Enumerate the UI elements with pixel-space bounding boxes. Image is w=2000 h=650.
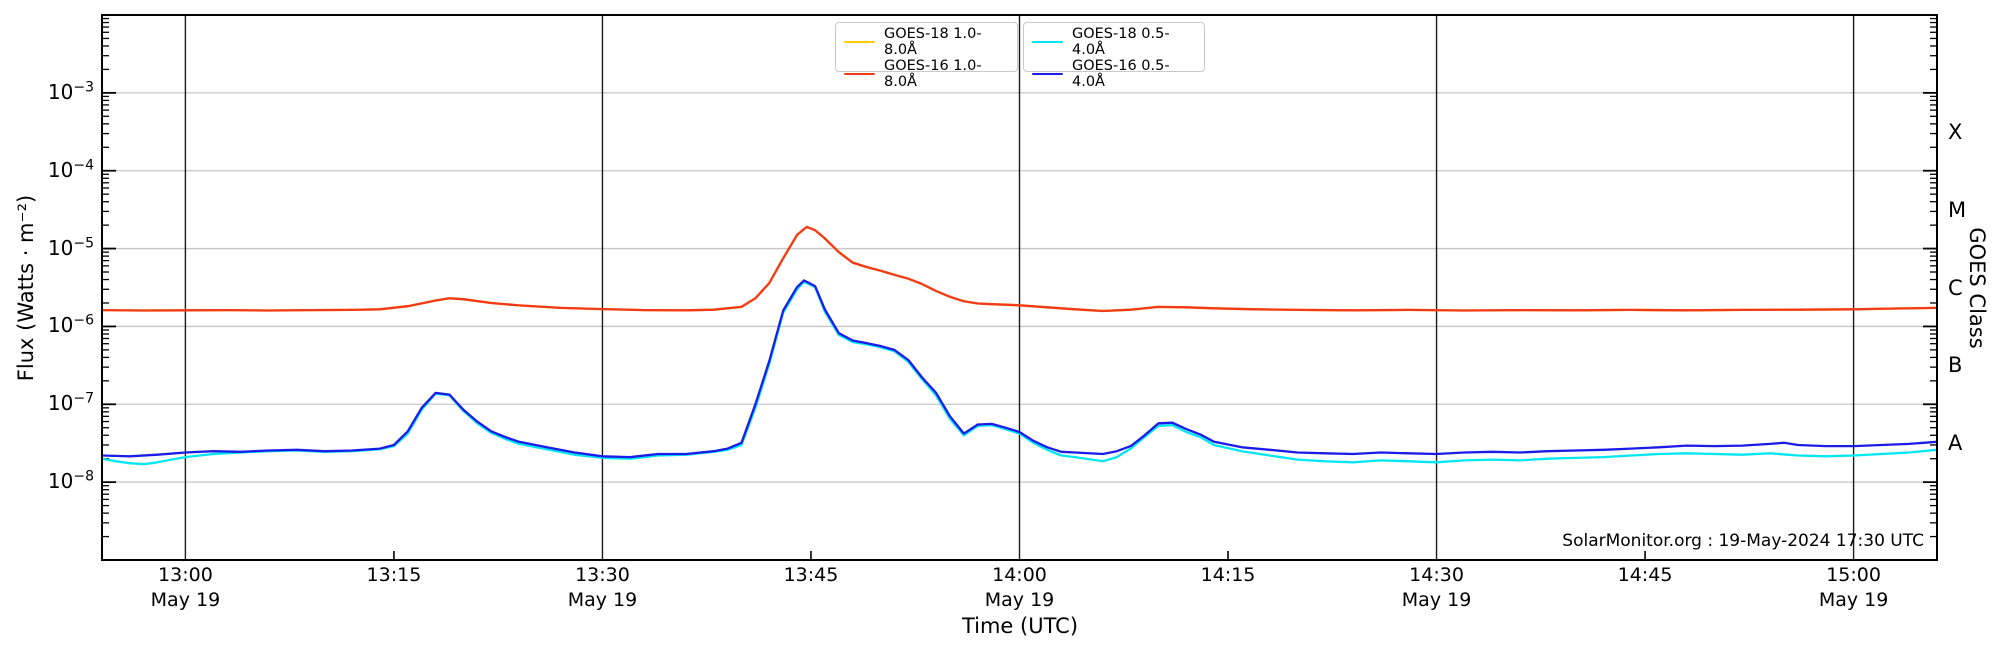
x-tick-label: 14:00 <box>992 564 1047 586</box>
x-axis-title: Time (UTC) <box>961 614 1079 638</box>
y-tick-label: 10−4 <box>47 157 94 182</box>
x-tick-date-label: May 19 <box>984 589 1055 611</box>
goes-class-a: A <box>1948 431 1963 456</box>
legend-line-swatch <box>1032 40 1063 44</box>
legend-entry: GOES-16 1.0-8.0Å <box>844 58 1009 90</box>
x-tick-date-label: May 19 <box>1401 589 1472 611</box>
legend-label: GOES-16 0.5-4.0Å <box>1072 58 1170 90</box>
goes-class-m: M <box>1948 197 1967 222</box>
axes-spines <box>101 14 1938 561</box>
y-tick-label: 10−7 <box>47 390 94 416</box>
x-tick-label: 14:30 <box>1409 564 1464 586</box>
y-tick-label: 10−8 <box>47 468 94 494</box>
series-goes-16-1-0-8-0- <box>100 225 1939 313</box>
goes-class-c: C <box>1948 275 1963 300</box>
legend-long-channel: GOES-18 1.0-8.0Å GOES-16 1.0-8.0Å <box>835 22 1018 90</box>
credit-text: SolarMonitor.org : 19-May-2024 17:30 UTC <box>1562 531 1924 551</box>
legend-label: GOES-16 1.0-8.0Å <box>884 58 982 90</box>
x-tick-label: 13:30 <box>575 564 630 586</box>
legend-short-channel: GOES-18 0.5-4.0Å GOES-16 0.5-4.0Å <box>1023 22 1205 90</box>
y-tick-label: 10−3 <box>47 79 94 104</box>
right-axis-title: GOES Class <box>1965 227 1989 349</box>
x-tick-date-label: May 19 <box>150 589 221 611</box>
x-tick-label: 13:00 <box>158 564 213 586</box>
legend-label: GOES-18 1.0-8.0Å <box>884 26 982 58</box>
x-tick-label: 14:45 <box>1617 564 1673 586</box>
legend-entry: GOES-16 0.5-4.0Å <box>1032 58 1196 90</box>
legend-label: GOES-18 0.5-4.0Å <box>1072 26 1170 58</box>
legend-entry: GOES-18 0.5-4.0Å <box>1032 26 1196 58</box>
legend-line-swatch <box>844 40 875 44</box>
legend-line-swatch <box>844 72 875 76</box>
x-tick-date-label: May 19 <box>567 589 638 611</box>
goes-class-b: B <box>1948 353 1963 378</box>
x-tick-label: 15:00 <box>1826 564 1881 586</box>
x-tick-label: 13:45 <box>783 564 839 586</box>
x-tick-date-label: May 19 <box>1818 589 1889 611</box>
y-tick-label: 10−5 <box>47 235 94 260</box>
goes-class-x: X <box>1948 119 1963 144</box>
legend-line-swatch <box>1032 72 1063 76</box>
x-tick-label: 13:15 <box>366 564 422 586</box>
legend-entry: GOES-18 1.0-8.0Å <box>844 26 1009 58</box>
x-tick-label: 14:15 <box>1200 564 1256 586</box>
y-tick-label: 10−6 <box>47 312 94 338</box>
series-goes-16-0-5-4-0- <box>100 279 1939 459</box>
y-axis-title: Flux (Watts · m⁻²) <box>14 194 38 382</box>
